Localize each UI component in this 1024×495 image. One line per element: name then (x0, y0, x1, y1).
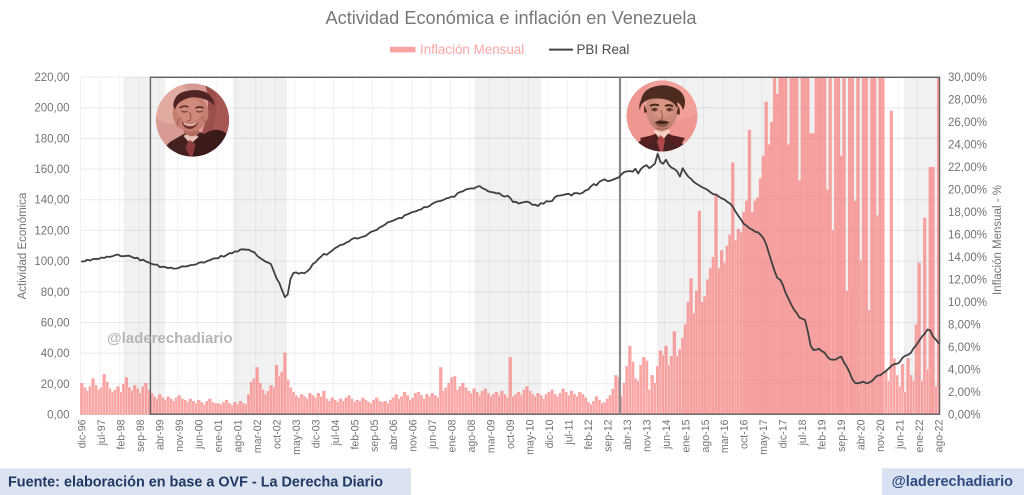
svg-text:PBI Real: PBI Real (577, 42, 630, 57)
svg-text:8,00%: 8,00% (948, 320, 981, 332)
svg-text:Inflación Mensual - %: Inflación Mensual - % (992, 185, 1004, 295)
svg-text:jul-97: jul-97 (96, 419, 108, 446)
svg-text:ago-08: ago-08 (466, 419, 478, 452)
svg-text:16,00%: 16,00% (948, 230, 987, 242)
svg-text:12,00%: 12,00% (948, 275, 987, 287)
svg-text:80,00: 80,00 (41, 287, 70, 299)
svg-text:feb-98: feb-98 (116, 419, 128, 449)
svg-text:60,00: 60,00 (41, 318, 70, 330)
svg-text:180,00: 180,00 (34, 133, 69, 145)
svg-text:120,00: 120,00 (34, 225, 69, 237)
svg-text:mar-02: mar-02 (252, 419, 264, 453)
svg-text:ene-15: ene-15 (680, 419, 692, 452)
svg-text:sep-12: sep-12 (602, 419, 614, 451)
svg-text:ago-22: ago-22 (933, 419, 945, 452)
svg-text:20,00: 20,00 (41, 379, 70, 391)
svg-text:6,00%: 6,00% (948, 342, 981, 354)
svg-text:18,00%: 18,00% (948, 207, 987, 219)
svg-text:jun-00: jun-00 (194, 419, 206, 450)
svg-text:nov-99: nov-99 (174, 419, 186, 451)
svg-text:0,00: 0,00 (47, 410, 69, 422)
svg-text:Fuente: elaboración en base a: Fuente: elaboración en base a OVF - La D… (8, 475, 383, 491)
svg-text:ene-01: ene-01 (213, 419, 225, 452)
svg-text:mar-16: mar-16 (719, 419, 731, 453)
svg-text:20,00%: 20,00% (948, 185, 987, 197)
svg-text:nov-13: nov-13 (641, 419, 653, 451)
svg-text:oct-02: oct-02 (271, 419, 283, 449)
svg-text:abr-99: abr-99 (155, 419, 167, 450)
svg-text:ene-08: ene-08 (447, 419, 459, 452)
svg-text:26,00%: 26,00% (948, 117, 987, 129)
svg-text:abr-13: abr-13 (622, 419, 634, 450)
svg-text:oct-09: oct-09 (505, 419, 517, 449)
svg-text:Inflación Mensual: Inflación Mensual (420, 42, 524, 57)
svg-text:Actividad Económica e inflació: Actividad Económica e inflación en Venez… (325, 8, 697, 28)
svg-text:jul-04: jul-04 (330, 419, 342, 446)
svg-text:dic-10: dic-10 (544, 419, 556, 448)
svg-text:feb-12: feb-12 (583, 419, 595, 449)
svg-text:0,00%: 0,00% (948, 410, 981, 422)
svg-text:22,00%: 22,00% (948, 162, 987, 174)
svg-text:ene-22: ene-22 (914, 419, 926, 452)
svg-text:mar-09: mar-09 (486, 419, 498, 453)
svg-text:may-17: may-17 (758, 419, 770, 454)
svg-text:30,00%: 30,00% (948, 72, 987, 84)
svg-text:feb-19: feb-19 (817, 419, 829, 449)
svg-text:oct-16: oct-16 (739, 419, 751, 449)
svg-text:14,00%: 14,00% (948, 252, 987, 264)
svg-text:ago-01: ago-01 (233, 419, 245, 452)
svg-text:@laderechadiario: @laderechadiario (892, 474, 1013, 490)
svg-text:40,00: 40,00 (41, 348, 70, 360)
svg-text:28,00%: 28,00% (948, 95, 987, 107)
svg-text:24,00%: 24,00% (948, 140, 987, 152)
svg-text:100,00: 100,00 (34, 256, 69, 268)
svg-text:sep-19: sep-19 (836, 419, 848, 451)
svg-text:dic-96: dic-96 (77, 419, 89, 448)
svg-text:jun-14: jun-14 (661, 419, 673, 450)
svg-text:4,00%: 4,00% (948, 365, 981, 377)
svg-text:@laderechadiario: @laderechadiario (107, 330, 233, 347)
svg-text:may-03: may-03 (291, 419, 303, 454)
svg-text:feb-05: feb-05 (349, 419, 361, 449)
svg-text:nov-20: nov-20 (875, 419, 887, 451)
svg-text:200,00: 200,00 (34, 103, 69, 115)
svg-text:sep-98: sep-98 (135, 419, 147, 451)
svg-text:140,00: 140,00 (34, 195, 69, 207)
svg-text:220,00: 220,00 (34, 72, 69, 84)
svg-text:ago-15: ago-15 (700, 419, 712, 452)
svg-text:10,00%: 10,00% (948, 297, 987, 309)
svg-text:jun-07: jun-07 (427, 419, 439, 450)
svg-text:jun-21: jun-21 (895, 419, 907, 450)
svg-text:160,00: 160,00 (34, 164, 69, 176)
svg-text:dic-17: dic-17 (778, 419, 790, 448)
svg-text:2,00%: 2,00% (948, 387, 981, 399)
svg-text:Actividad Económica: Actividad Económica (17, 192, 29, 299)
svg-text:jul-11: jul-11 (564, 419, 576, 445)
svg-text:may-10: may-10 (525, 419, 537, 454)
svg-text:jul-18: jul-18 (797, 419, 809, 446)
svg-text:nov-06: nov-06 (408, 419, 420, 451)
svg-text:abr-20: abr-20 (856, 419, 868, 450)
svg-text:abr-06: abr-06 (388, 419, 400, 450)
svg-text:dic-03: dic-03 (310, 419, 322, 448)
svg-text:sep-05: sep-05 (369, 419, 381, 451)
